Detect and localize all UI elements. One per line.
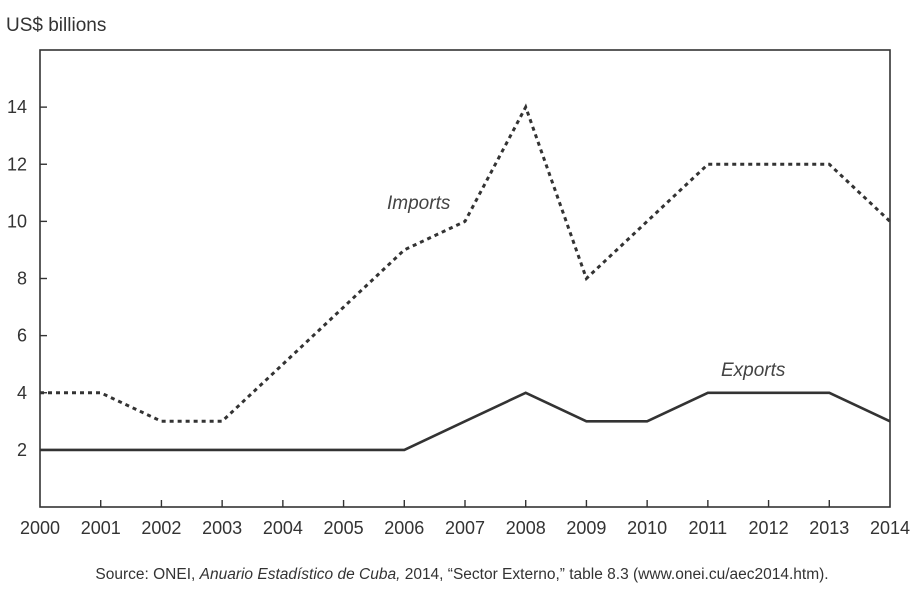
x-tick-label: 2012 bbox=[749, 518, 789, 538]
source-title: Anuario Estadístico de Cuba, bbox=[199, 566, 401, 583]
x-tick-label: 2010 bbox=[627, 518, 667, 538]
x-tick-label: 2001 bbox=[81, 518, 121, 538]
x-tick-label: 2004 bbox=[263, 518, 303, 538]
exports-label: Exports bbox=[721, 360, 786, 381]
y-axis-label: US$ billions bbox=[6, 15, 106, 36]
y-tick-label: 2 bbox=[17, 440, 27, 460]
y-tick-label: 6 bbox=[17, 326, 27, 346]
y-axis-ticks: 2 4 6 8 10 12 14 bbox=[7, 97, 47, 460]
source-suffix: 2014, “Sector Externo,” table 8.3 (www.o… bbox=[400, 566, 829, 583]
exports-series-line bbox=[40, 391, 891, 452]
line-chart: US$ billions 2 4 6 8 10 12 14 2000 2001 2002 2003… bbox=[6, 15, 910, 538]
imports-series-line bbox=[40, 103, 892, 423]
x-tick-label: 2006 bbox=[384, 518, 424, 538]
plot-frame bbox=[39, 49, 891, 508]
source-prefix: Source: ONEI, bbox=[95, 566, 200, 583]
series-lines bbox=[40, 103, 892, 452]
y-tick-label: 8 bbox=[17, 269, 27, 289]
imports-label: Imports bbox=[387, 193, 451, 214]
y-tick-label: 10 bbox=[7, 211, 27, 231]
x-tick-label: 2011 bbox=[688, 518, 727, 538]
x-tick-label: 2007 bbox=[445, 518, 485, 538]
y-tick-label: 4 bbox=[17, 383, 27, 403]
x-tick-label: 2014 bbox=[870, 518, 910, 538]
x-tick-label: 2009 bbox=[566, 518, 606, 538]
y-tick-label: 12 bbox=[7, 154, 27, 174]
x-tick-label: 2008 bbox=[506, 518, 546, 538]
x-tick-label: 2013 bbox=[809, 518, 849, 538]
x-tick-label: 2003 bbox=[202, 518, 242, 538]
x-axis-ticks: 2000 2001 2002 2003 2004 2005 2006 2007 2008 2009… bbox=[20, 500, 910, 538]
y-tick-label: 14 bbox=[7, 97, 27, 117]
x-tick-label: 2002 bbox=[141, 518, 181, 538]
source-note: Source: ONEI, Anuario Estadístico de Cub… bbox=[0, 566, 924, 584]
x-tick-label: 2005 bbox=[324, 518, 364, 538]
x-tick-label: 2000 bbox=[20, 518, 60, 538]
